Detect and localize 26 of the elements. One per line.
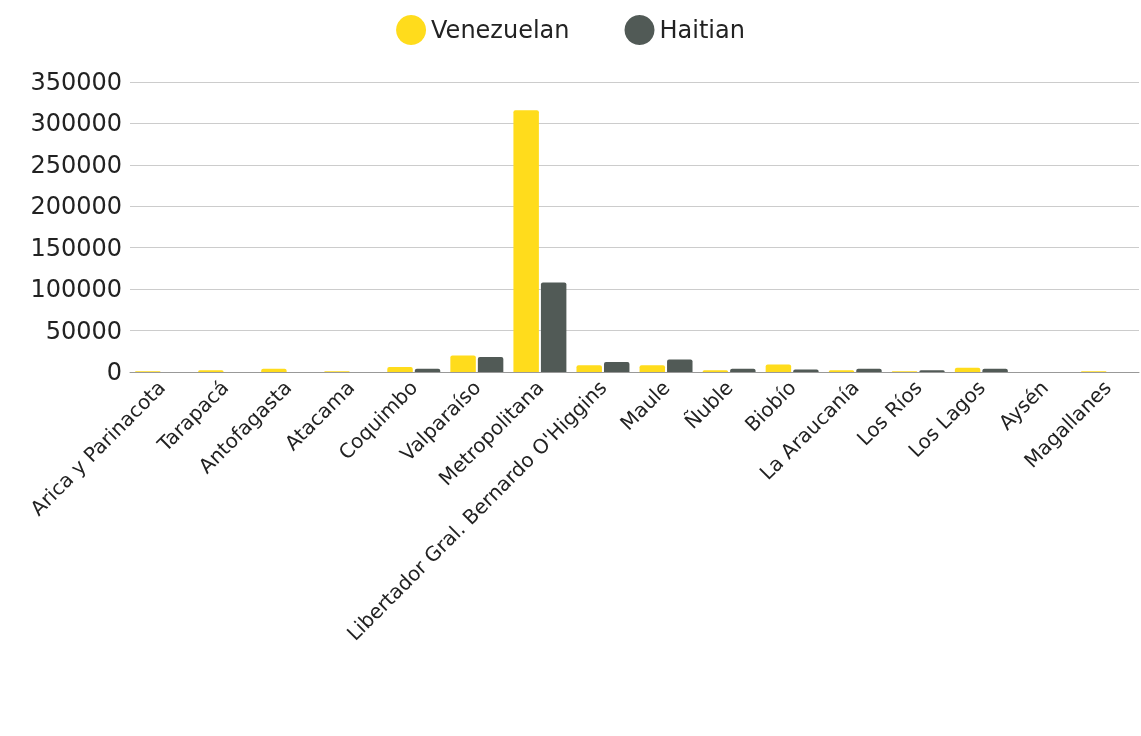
y-tick-label: 50000 [45, 316, 122, 345]
y-tick-label: 300000 [30, 109, 122, 138]
y-tick-label: 250000 [30, 150, 122, 179]
bar [576, 365, 602, 372]
y-tick-label: 150000 [30, 233, 122, 262]
bar [603, 362, 630, 372]
bar [450, 355, 476, 372]
bar [261, 368, 287, 372]
legend-label: Haitian [659, 16, 745, 44]
bar [954, 367, 981, 372]
y-tick-label: 100000 [30, 275, 122, 304]
bar [667, 359, 693, 372]
y-tick-label: 0 [106, 358, 122, 386]
y-tick-label: 200000 [30, 192, 122, 221]
bar [387, 367, 413, 372]
bar [856, 368, 882, 372]
bar [730, 368, 756, 372]
bar [639, 365, 666, 372]
bar [477, 357, 504, 372]
bar [982, 368, 1008, 372]
bar [513, 110, 539, 372]
bar [540, 282, 567, 372]
bar [765, 364, 792, 372]
legend-label: Venezuelan [431, 16, 570, 44]
bar [414, 368, 441, 372]
y-tick-label: 350000 [30, 68, 122, 96]
